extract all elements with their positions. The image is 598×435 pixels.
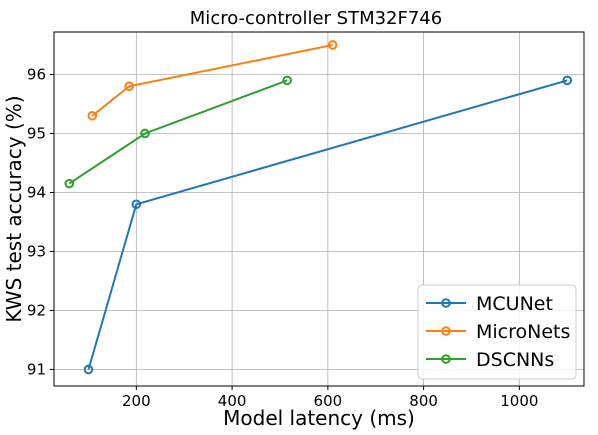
grid <box>54 32 584 386</box>
y-axis-ticks: 91 92 93 94 95 96 <box>27 65 54 378</box>
legend-label-mcunet: MCUNet <box>476 293 553 315</box>
series-micronets <box>87 40 338 121</box>
x-axis-label: Model latency (ms) <box>223 406 415 430</box>
series-line-micronets <box>91 44 333 117</box>
y-tick-label: 93 <box>27 242 46 260</box>
data-point-dscnns <box>282 75 292 86</box>
x-tick-label: 200 <box>122 392 151 410</box>
data-point-dscnns <box>64 178 75 189</box>
data-point-mcunet <box>83 364 94 375</box>
series-mcunet <box>83 75 573 375</box>
y-axis-label: KWS test accuracy (%) <box>2 95 26 322</box>
x-tick-label: 600 <box>314 392 343 410</box>
series-line-mcunet <box>87 79 568 370</box>
data-point-micronets <box>327 40 338 50</box>
data-point-micronets <box>87 110 98 121</box>
y-tick-label: 92 <box>27 301 46 319</box>
chart-title: Micro-controller STM32F746 <box>190 8 442 29</box>
legend-box <box>417 284 577 380</box>
y-tick-label: 91 <box>27 360 46 378</box>
x-tick-label: 800 <box>409 392 438 410</box>
y-tick-label: 94 <box>27 183 46 201</box>
data-point-mcunet <box>562 75 573 86</box>
legend-label-dscnns: DSCNNs <box>476 349 554 371</box>
legend-marker-micronets <box>441 326 451 336</box>
x-tick-label: 400 <box>218 392 247 410</box>
y-tick-label: 95 <box>27 124 46 142</box>
x-axis-ticks: 200 400 600 800 1000 <box>122 386 538 410</box>
series-line-dscnns <box>68 79 288 185</box>
data-point-dscnns <box>140 128 150 139</box>
data-point-mcunet <box>131 199 142 210</box>
series-dscnns <box>64 75 292 189</box>
x-tick-label: 1000 <box>500 392 538 410</box>
legend: MCUNet MicroNets DSCNNs <box>417 284 577 380</box>
y-tick-label: 96 <box>27 65 46 83</box>
legend-marker-mcunet <box>441 298 451 308</box>
data-point-micronets <box>124 81 134 92</box>
legend-marker-dscnns <box>441 354 451 364</box>
series-layer <box>64 40 573 375</box>
plot-frame <box>53 31 585 387</box>
legend-label-micronets: MicroNets <box>476 321 570 343</box>
